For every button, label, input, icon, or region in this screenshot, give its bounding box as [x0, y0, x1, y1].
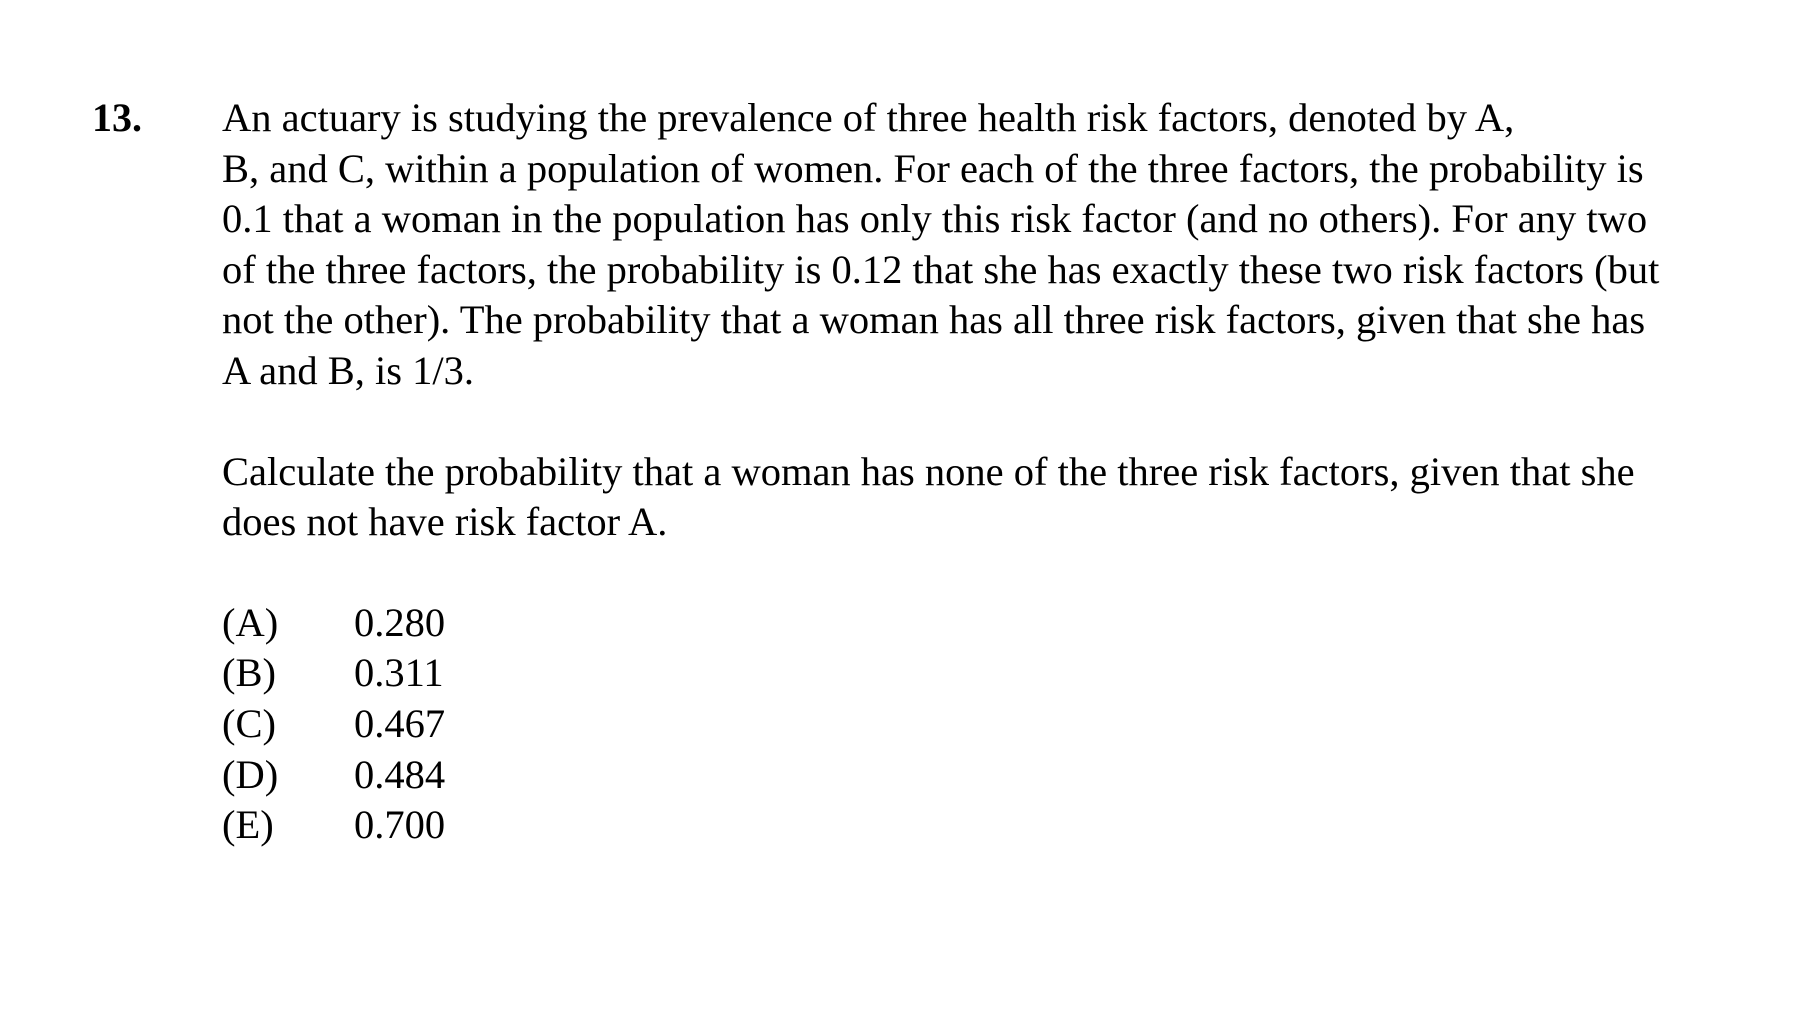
- stem-line: B, and C, within a population of women. …: [222, 145, 1644, 191]
- question-prompt: Calculate the probability that a woman h…: [222, 447, 1782, 548]
- question-body: An actuary is studying the prevalence of…: [222, 93, 1782, 851]
- choice-label: (B): [222, 650, 276, 696]
- prompt-line: does not have risk factor A.: [222, 499, 668, 545]
- choice-label: (A): [222, 599, 279, 645]
- choice-value: 0.467: [354, 700, 446, 746]
- question-stem: An actuary is studying the prevalence of…: [222, 93, 1782, 397]
- choice-value: 0.311: [354, 650, 444, 696]
- choice-value: 0.700: [354, 802, 446, 848]
- answer-choice-b: (B) 0.311: [222, 648, 1782, 699]
- stem-line: of the three factors, the probability is…: [222, 246, 1660, 292]
- answer-choice-d: (D) 0.484: [222, 750, 1782, 801]
- answer-choices: (A) 0.280 (B) 0.311 (C) 0.467 (D) 0.484 …: [222, 598, 1782, 851]
- choice-label: (D): [222, 751, 279, 797]
- prompt-line: Calculate the probability that a woman h…: [222, 448, 1635, 494]
- choice-label: (C): [222, 700, 276, 746]
- answer-choice-e: (E) 0.700: [222, 800, 1782, 851]
- stem-line: not the other). The probability that a w…: [222, 297, 1646, 343]
- choice-label: (E): [222, 802, 274, 848]
- paragraph-spacer: [222, 397, 1782, 447]
- stem-line: An actuary is studying the prevalence of…: [222, 95, 1515, 140]
- question-number: 13.: [92, 95, 142, 140]
- stem-line: A and B, is 1/3.: [222, 347, 475, 393]
- choice-value: 0.484: [354, 751, 446, 797]
- stem-line: 0.1 that a woman in the population has o…: [222, 196, 1648, 242]
- answer-choice-c: (C) 0.467: [222, 699, 1782, 750]
- answer-choice-a: (A) 0.280: [222, 598, 1782, 649]
- choice-value: 0.280: [354, 599, 446, 645]
